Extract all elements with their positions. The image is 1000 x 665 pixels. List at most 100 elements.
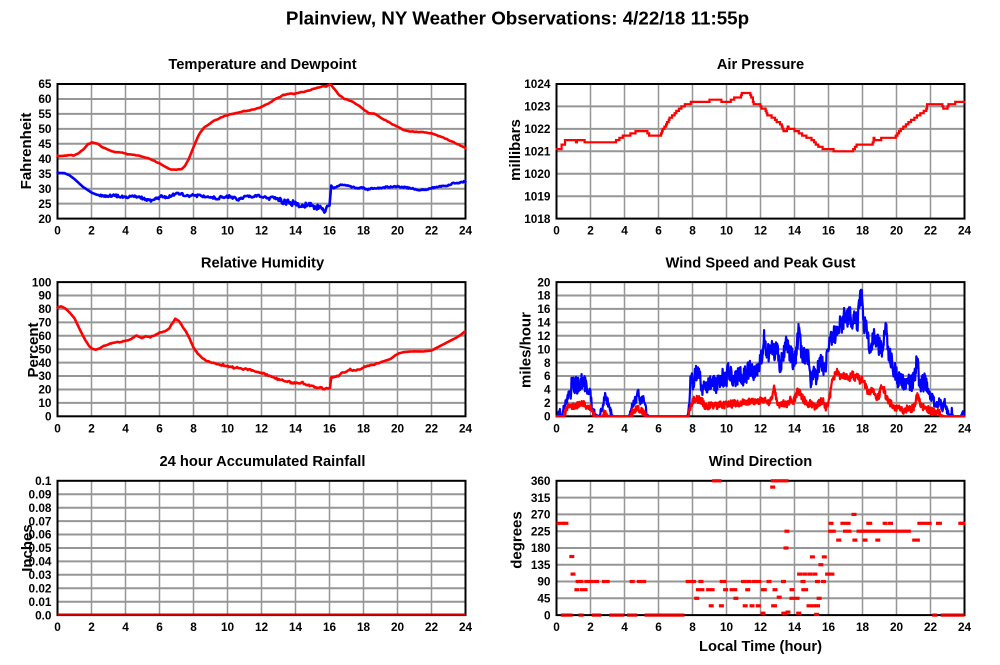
svg-text:16: 16: [323, 224, 337, 238]
svg-text:6: 6: [655, 421, 662, 435]
svg-text:16: 16: [822, 620, 836, 634]
svg-text:20: 20: [391, 620, 405, 634]
svg-text:Temperature and Dewpoint: Temperature and Dewpoint: [168, 57, 356, 73]
svg-text:60: 60: [38, 329, 52, 343]
svg-text:0.05: 0.05: [29, 541, 52, 555]
svg-text:16: 16: [822, 224, 836, 238]
svg-text:50: 50: [38, 122, 52, 136]
svg-text:22: 22: [924, 224, 938, 238]
svg-text:65: 65: [38, 77, 52, 91]
svg-text:20: 20: [391, 421, 405, 435]
svg-text:Percent: Percent: [25, 322, 42, 377]
svg-text:18: 18: [856, 224, 870, 238]
svg-text:0: 0: [54, 224, 61, 238]
svg-text:24: 24: [958, 224, 972, 238]
svg-text:18: 18: [357, 421, 371, 435]
svg-text:20: 20: [38, 212, 52, 226]
svg-text:10: 10: [720, 224, 734, 238]
svg-text:90: 90: [537, 575, 551, 589]
svg-text:1021: 1021: [524, 145, 551, 159]
svg-text:24: 24: [459, 620, 473, 634]
svg-text:6: 6: [156, 421, 163, 435]
svg-text:22: 22: [924, 620, 938, 634]
svg-text:24 hour Accumulated Rainfall: 24 hour Accumulated Rainfall: [160, 454, 366, 470]
svg-text:25: 25: [38, 197, 52, 211]
svg-text:70: 70: [38, 316, 52, 330]
svg-text:16: 16: [537, 302, 551, 316]
svg-text:2: 2: [88, 421, 95, 435]
svg-text:12: 12: [537, 329, 551, 343]
svg-text:60: 60: [38, 92, 52, 106]
svg-text:Relative Humidity: Relative Humidity: [201, 256, 325, 272]
svg-text:16: 16: [323, 620, 337, 634]
svg-text:30: 30: [38, 369, 52, 383]
svg-text:24: 24: [459, 421, 473, 435]
svg-text:0.01: 0.01: [29, 595, 52, 609]
svg-text:1024: 1024: [524, 77, 551, 91]
svg-text:30: 30: [38, 182, 52, 196]
svg-text:18: 18: [357, 224, 371, 238]
svg-text:16: 16: [822, 421, 836, 435]
svg-text:Inches: Inches: [19, 524, 36, 572]
svg-text:14: 14: [289, 224, 303, 238]
svg-text:8: 8: [190, 224, 197, 238]
svg-text:12: 12: [255, 421, 269, 435]
svg-text:2: 2: [88, 224, 95, 238]
svg-text:0: 0: [54, 421, 61, 435]
svg-text:10: 10: [537, 342, 551, 356]
svg-text:18: 18: [856, 620, 870, 634]
svg-text:6: 6: [655, 224, 662, 238]
svg-text:6: 6: [544, 369, 551, 383]
svg-text:6: 6: [156, 224, 163, 238]
svg-text:14: 14: [788, 224, 802, 238]
svg-text:6: 6: [156, 620, 163, 634]
svg-text:1018: 1018: [524, 212, 551, 226]
svg-text:degrees: degrees: [509, 511, 526, 569]
svg-text:18: 18: [357, 620, 371, 634]
svg-text:360: 360: [531, 474, 551, 488]
svg-text:10: 10: [720, 620, 734, 634]
svg-text:180: 180: [531, 541, 551, 555]
svg-text:6: 6: [655, 620, 662, 634]
svg-text:10: 10: [38, 396, 52, 410]
svg-text:40: 40: [38, 356, 52, 370]
svg-text:22: 22: [425, 620, 439, 634]
svg-text:Local Time (hour): Local Time (hour): [699, 639, 822, 655]
svg-text:8: 8: [689, 620, 696, 634]
svg-text:0.03: 0.03: [29, 568, 52, 582]
svg-text:18: 18: [856, 421, 870, 435]
svg-text:35: 35: [38, 167, 52, 181]
svg-text:1022: 1022: [524, 122, 551, 136]
svg-text:0: 0: [553, 224, 560, 238]
svg-text:225: 225: [531, 524, 551, 538]
svg-text:2: 2: [587, 224, 594, 238]
svg-text:0.07: 0.07: [29, 514, 52, 528]
svg-text:20: 20: [38, 383, 52, 397]
svg-text:14: 14: [289, 421, 303, 435]
svg-text:10: 10: [720, 421, 734, 435]
svg-text:10: 10: [221, 620, 235, 634]
svg-text:40: 40: [38, 152, 52, 166]
svg-text:2: 2: [88, 620, 95, 634]
svg-text:100: 100: [32, 275, 52, 289]
svg-text:16: 16: [323, 421, 337, 435]
svg-text:10: 10: [221, 421, 235, 435]
svg-text:22: 22: [425, 421, 439, 435]
svg-text:0: 0: [553, 421, 560, 435]
svg-text:14: 14: [788, 421, 802, 435]
svg-text:20: 20: [537, 275, 551, 289]
svg-text:20: 20: [890, 620, 904, 634]
svg-text:8: 8: [544, 356, 551, 370]
svg-text:4: 4: [621, 224, 628, 238]
svg-text:24: 24: [958, 421, 972, 435]
svg-text:12: 12: [754, 421, 768, 435]
svg-text:12: 12: [255, 224, 269, 238]
svg-text:8: 8: [689, 224, 696, 238]
svg-text:1019: 1019: [524, 189, 551, 203]
svg-text:4: 4: [621, 620, 628, 634]
svg-text:22: 22: [425, 224, 439, 238]
svg-text:8: 8: [689, 421, 696, 435]
svg-text:270: 270: [531, 508, 551, 522]
svg-text:55: 55: [38, 107, 52, 121]
svg-text:4: 4: [122, 620, 129, 634]
